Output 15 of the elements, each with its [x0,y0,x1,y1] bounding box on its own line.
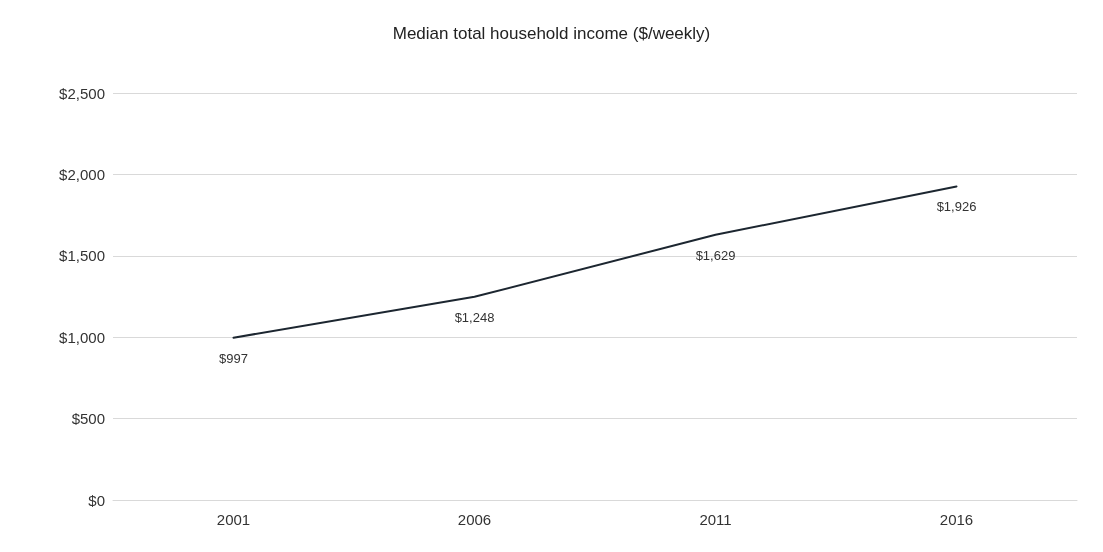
x-tick-label: 2006 [457,511,492,528]
x-tick-label: 2016 [939,511,974,528]
x-tick-label: 2001 [216,511,251,528]
y-tick-label: $2,500 [59,84,105,102]
data-label: $997 [219,350,248,366]
y-tick-label: $1,000 [59,328,105,346]
y-tick-label: $0 [88,491,105,509]
y-tick-label: $1,500 [59,247,105,265]
data-label: $1,926 [936,199,977,215]
data-label: $1,248 [454,309,495,325]
chart-title: Median total household income ($/weekly) [392,24,711,43]
x-tick-label: 2011 [699,511,732,528]
y-tick-label: $2,000 [59,165,105,183]
y-tick-label: $500 [71,410,105,428]
data-label: $1,629 [695,247,736,263]
